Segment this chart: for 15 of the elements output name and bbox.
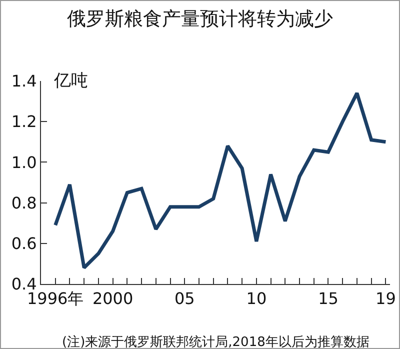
x-tick-label: 05 — [174, 289, 195, 308]
y-tick-label: 0.8 — [11, 193, 37, 212]
y-tick-label: 1.2 — [11, 112, 37, 132]
y-tick-label: 1.0 — [11, 152, 37, 172]
y-axis-title: 亿吨 — [53, 71, 88, 91]
chart-title: 俄罗斯粮食产量预计将转为减少 — [67, 8, 333, 30]
text: (注)来源于俄罗斯联邦统计局,2018年以后为推算数据 — [62, 335, 370, 349]
line-series — [54, 91, 388, 270]
y-tick-label: 0.6 — [11, 234, 37, 253]
x-tick-label: 1996年 — [27, 289, 84, 308]
y-tick-label: 1.4 — [11, 72, 37, 91]
x-tick-label: 2000 — [92, 289, 134, 308]
x-tick-label: 10 — [246, 289, 267, 308]
x-tick-label: 19 — [376, 289, 396, 308]
x-tick-label: 15 — [318, 289, 338, 308]
